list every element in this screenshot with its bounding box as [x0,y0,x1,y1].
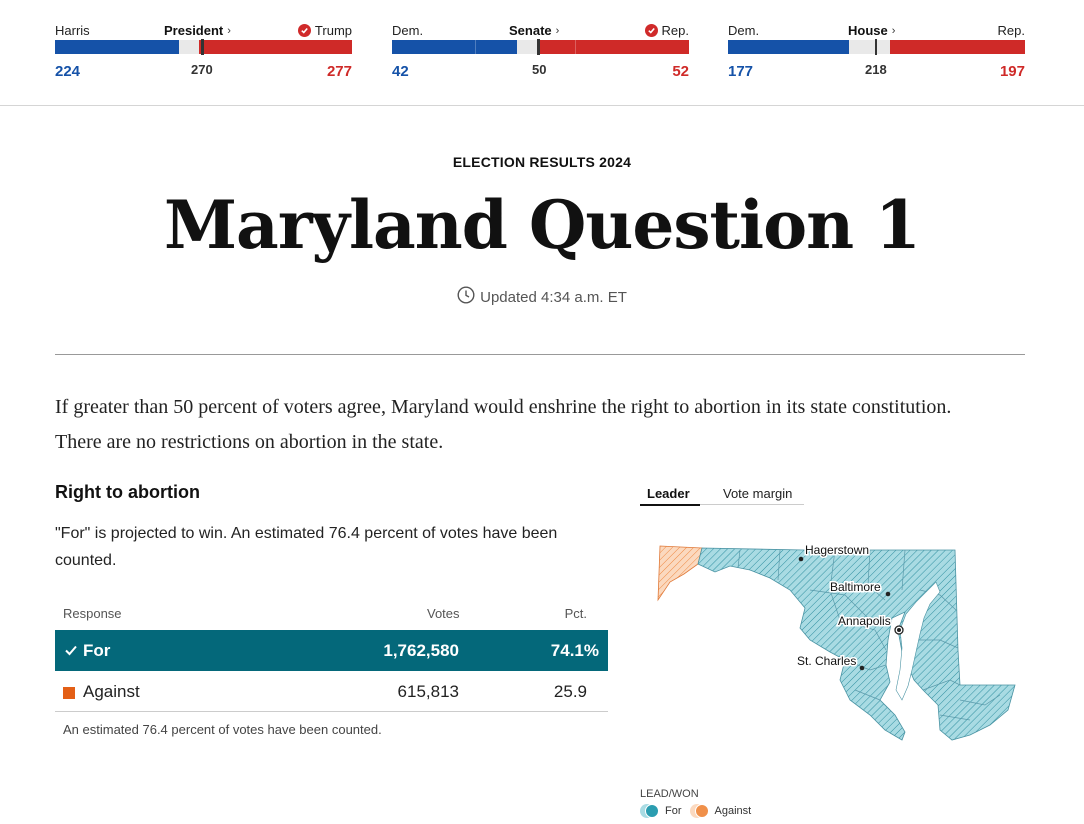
city-dot-annapolis [897,628,901,632]
state-body[interactable] [697,547,1016,741]
legend-for-label: For [665,805,682,817]
city-labels: Hagerstown Baltimore Annapolis St. Charl… [796,542,893,670]
tab-vote-margin[interactable]: Vote margin [723,486,793,501]
senate-seat-divider [475,40,476,54]
legend-against-icon [689,804,709,818]
against-swatch [63,687,75,699]
column-response: Response [63,606,122,621]
legend-for-icon [640,804,659,818]
house-rep-label: Rep. [997,23,1025,38]
house-majority-marker [875,39,877,55]
county-map[interactable]: Hagerstown Baltimore Annapolis St. Charl… [640,530,1040,760]
president-bar [55,39,352,55]
measure-description: If greater than 50 percent of voters agr… [55,396,952,453]
city-label-annapolis: Annapolis [838,614,891,628]
chevron-right-icon: › [891,24,896,37]
table-footnote: An estimated 76.4 percent of votes have … [63,722,382,737]
legend-title: LEAD/WON [640,788,699,800]
senate-rep-label: Rep. [661,23,689,38]
senate-link[interactable]: Senate › [509,23,559,38]
president-majority-value: 270 [191,62,213,77]
county-garrett[interactable] [657,545,703,602]
senate-majority-value: 50 [532,62,547,77]
column-pct: Pct. [564,606,587,621]
response-label: For [83,641,111,660]
house-dem-value: 177 [728,63,754,80]
house-bar [728,39,1025,55]
president-race[interactable]: Harris President › Trump 224 270 277 [55,20,352,82]
page-title: Maryland Question 1 [164,186,921,264]
chevron-right-icon: › [227,24,231,37]
president-rep-label: Trump [314,23,352,38]
vote-pct: 74.1% [550,641,599,660]
results-table-header: Response Votes Pct. [55,605,608,623]
results-bar: Harris President › Trump 224 270 277 [0,0,1084,106]
president-rep-value: 277 [326,63,352,80]
city-label-hagerstown: Hagerstown [805,543,869,557]
house-link[interactable]: House › [848,23,895,38]
president-link[interactable]: President › [164,23,231,38]
table-row: For 1,762,580 74.1% [55,630,608,671]
updated-timestamp: Updated 4:34 a.m. ET [0,286,1084,308]
house-race[interactable]: Dem. House › Rep. 177 218 197 [728,20,1025,82]
senate-majority-marker [537,39,540,55]
vote-pct: 25.9 [553,682,587,701]
response-label: Against [83,682,140,701]
senate-dem-value: 42 [392,63,409,80]
updated-text: Updated 4:34 a.m. ET [480,288,627,306]
divider [55,354,1025,355]
projection-status: "For" is projected to win. An estimated … [55,525,558,569]
senate-title: Senate [509,23,552,38]
map-legend: For Against [640,804,751,818]
clock-icon [457,286,475,308]
city-label-st-charles: St. Charles [797,654,856,668]
house-rep-fill [890,40,1025,54]
page-kicker: ELECTION RESULTS 2024 [452,154,632,170]
president-dem-label: Harris [55,23,90,38]
senate-dem-fill [392,40,517,54]
county-borders [737,549,1001,721]
senate-dem-label: Dem. [392,23,424,38]
tab-leader[interactable]: Leader [640,486,700,506]
chesapeake-bay [895,581,941,701]
president-rep-fill [199,40,352,54]
vote-count: 1,762,580 [383,641,459,660]
senate-rep-fill [537,40,689,54]
president-dem-fill [55,40,179,54]
senate-rep-value: 52 [672,63,689,80]
city-label-baltimore: Baltimore [830,580,881,594]
senate-bar [392,39,689,55]
vote-count: 615,813 [397,682,459,701]
city-dot-st-charles [859,665,865,671]
house-title: House [848,23,888,38]
measure-heading: Right to abortion [55,482,200,502]
winner-check-icon [297,24,311,37]
senate-race[interactable]: Dem. Senate › Rep. 42 50 52 [392,20,689,82]
city-dot-baltimore [885,591,891,597]
house-rep-value: 197 [999,63,1025,80]
table-row: Against 615,813 25.9 [55,671,608,712]
senate-rep-label-group: Rep. [644,23,689,38]
chevron-right-icon: › [555,24,560,37]
city-markers [798,556,904,671]
president-dem-value: 224 [55,63,81,80]
president-rep-label-group: Trump [297,23,352,38]
house-dem-label: Dem. [728,23,760,38]
winner-check-icon [644,24,658,37]
map-tabs: Leader Vote margin [640,485,804,506]
house-majority-value: 218 [865,62,887,77]
check-icon [64,642,78,662]
legend-against-label: Against [714,805,752,817]
city-dot-hagerstown [798,556,804,562]
president-title: President [164,23,224,38]
column-votes: Votes [427,606,460,621]
senate-seat-divider [575,40,576,54]
house-dem-fill [728,40,849,54]
president-majority-marker [201,39,204,55]
